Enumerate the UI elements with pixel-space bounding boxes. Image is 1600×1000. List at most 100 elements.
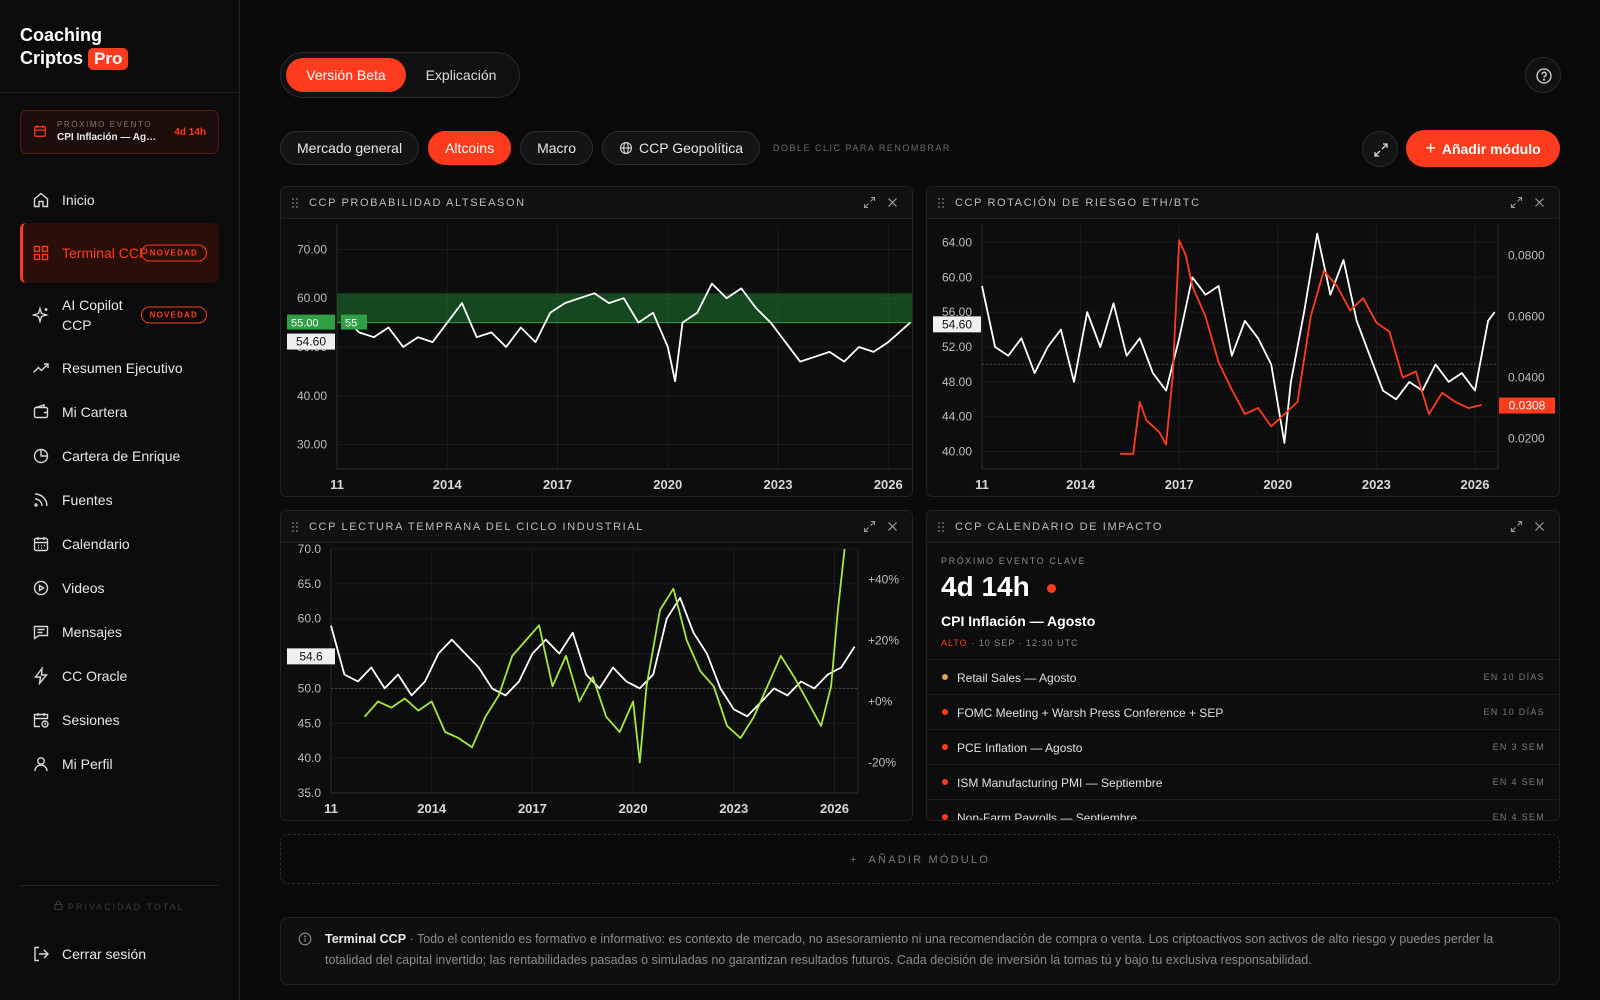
impact-event-row[interactable]: FOMC Meeting + Warsh Press Conference + … [927, 694, 1559, 729]
rename-hint: DOBLE CLIC PARA RENOMBRAR [773, 143, 951, 153]
sidebar-item-inicio[interactable]: Inicio [20, 178, 219, 222]
close-icon[interactable] [886, 520, 899, 533]
drag-handle-icon[interactable] [291, 521, 299, 533]
impact-meta: ALTO · 10 SEP · 12:30 UTC [941, 638, 1079, 648]
close-icon[interactable] [1533, 196, 1546, 209]
brand-line2: Criptos [20, 48, 83, 68]
tab-macro[interactable]: Macro [520, 131, 593, 165]
y-tick-label: 64.00 [942, 235, 972, 249]
disclaimer-text: · Todo el contenido es formativo e infor… [325, 932, 1494, 967]
y2-tick-label: 0.0600 [1508, 310, 1545, 324]
tab-mercado-general[interactable]: Mercado general [280, 131, 420, 165]
series-line [1120, 239, 1482, 455]
altseason-chart: 30.0040.0050.0060.0070.00112014201720202… [287, 225, 912, 492]
impact-event-name: CPI Inflación — Agosto [941, 613, 1096, 629]
sidebar-item-mi-cartera[interactable]: Mi Cartera [20, 390, 219, 434]
tab-ccp-geopolitica[interactable]: CCP Geopolítica [602, 131, 761, 165]
current-value-tag [287, 648, 335, 665]
sidebar-item-resumen[interactable]: Resumen Ejecutivo [20, 346, 219, 390]
help-button[interactable] [1525, 57, 1561, 93]
sidebar-item-terminal-ccp[interactable]: Terminal CCP NOVEDAD [20, 223, 219, 283]
impact-row-name: PCE Inflation — Agosto [957, 741, 1083, 755]
drag-handle-icon[interactable] [937, 197, 945, 209]
current-value-label: 54.60 [296, 335, 326, 349]
add-module-dropzone[interactable]: + AÑADIR MÓDULO [280, 834, 1560, 884]
impact-event-row[interactable]: ISM Manufacturing PMI — Septiembre EN 4 S… [927, 764, 1559, 799]
panel-header[interactable]: CCP CALENDARIO DE IMPACTO [927, 511, 1559, 543]
sidebar-item-fuentes[interactable]: Fuentes [20, 478, 219, 522]
sidebar-item-ai-copilot[interactable]: AI Copilot CCP NOVEDAD [20, 284, 219, 346]
pie-icon [33, 448, 49, 464]
x-tick-label: 2014 [417, 801, 447, 816]
tab-label: CCP Geopolítica [639, 140, 744, 156]
version-beta-button[interactable]: Versión Beta [286, 58, 406, 92]
sidebar-item-label: AI Copilot CCP [62, 297, 123, 333]
drag-handle-icon[interactable] [291, 197, 299, 209]
x-tick-label: 2023 [719, 801, 748, 816]
sidebar-item-label: Calendario [62, 536, 130, 552]
close-icon[interactable] [886, 196, 899, 209]
logout-icon [34, 946, 49, 962]
logout-label: Cerrar sesión [62, 946, 147, 962]
sidebar-bottom-divider [20, 885, 219, 886]
impact-row-when: EN 4 SEM [1492, 777, 1545, 787]
impact-dot [942, 709, 948, 715]
panel-title: CCP LECTURA TEMPRANA DEL CICLO INDUSTRIA… [309, 521, 644, 533]
sidebar-item-mensajes[interactable]: Mensajes [20, 610, 219, 654]
version-toggle: Versión Beta Explicación [280, 52, 520, 98]
sidebar-item-videos[interactable]: Videos [20, 566, 219, 610]
sidebar-item-sesiones[interactable]: Sesiones [20, 698, 219, 742]
impact-row-when: EN 10 DÍAS [1483, 707, 1545, 717]
close-icon[interactable] [1533, 520, 1546, 533]
sidebar-item-mi-perfil[interactable]: Mi Perfil [20, 742, 219, 786]
x-tick-label: 2014 [1066, 477, 1096, 492]
sidebar: Coaching Criptos Pro PRÓXIMO EVENTO CPI … [0, 0, 240, 1000]
impact-row-name: ISM Manufacturing PMI — Septiembre [957, 776, 1163, 790]
y-tick-label: 48.00 [942, 375, 972, 389]
new-badge: NOVEDAD [140, 244, 207, 262]
impact-row-when: EN 10 DÍAS [1483, 672, 1545, 682]
home-icon [33, 192, 49, 208]
brand-logo[interactable]: Coaching Criptos Pro [20, 24, 129, 70]
y-tick-label: 70.00 [297, 242, 327, 256]
y-tick-label: 30.00 [297, 438, 327, 452]
industrial-cycle-chart: 35.040.045.050.055.060.065.070.0-20%+0%+… [287, 543, 899, 816]
expand-icon[interactable] [863, 196, 876, 209]
x-tick-label: 2026 [874, 477, 903, 492]
drag-handle-icon[interactable] [937, 521, 945, 533]
next-event-card[interactable]: PRÓXIMO EVENTO CPI Inflación — Agosto 4d… [20, 110, 219, 154]
add-module-button[interactable]: + Añadir módulo [1406, 130, 1560, 167]
tab-altcoins[interactable]: Altcoins [428, 131, 512, 165]
y-tick-label: 70.0 [298, 543, 322, 556]
grid-icon [33, 245, 49, 261]
trend-icon [33, 363, 49, 373]
y2-tick-label: 0.0200 [1508, 432, 1545, 446]
fullscreen-button[interactable] [1362, 131, 1398, 167]
sidebar-item-cartera-enrique[interactable]: Cartera de Enrique [20, 434, 219, 478]
sidebar-nav: Inicio Terminal CCP NOVEDAD AI Copilot C… [20, 178, 219, 786]
impact-event-list: Retail Sales — Agosto EN 10 DÍAS FOMC Mee… [927, 659, 1559, 820]
sidebar-item-cc-oracle[interactable]: CC Oracle [20, 654, 219, 698]
sidebar-item-calendario[interactable]: Calendario [20, 522, 219, 566]
panel-header[interactable]: CCP ROTACIÓN DE RIESGO ETH/BTC [927, 187, 1559, 219]
lock-icon [54, 900, 63, 910]
sidebar-item-label: Videos [62, 580, 105, 596]
expand-icon[interactable] [1510, 196, 1523, 209]
impact-dot [942, 744, 948, 750]
panel-header[interactable]: CCP LECTURA TEMPRANA DEL CICLO INDUSTRIA… [281, 511, 912, 543]
impact-event-row[interactable]: PCE Inflation — Agosto EN 3 SEM [927, 729, 1559, 764]
panel-header[interactable]: CCP PROBABILIDAD ALTSEASON [281, 187, 912, 219]
help-icon [1536, 68, 1552, 84]
expand-icon[interactable] [863, 520, 876, 533]
user-icon [34, 757, 48, 772]
dashboard-tabs: Mercado general Altcoins Macro CCP Geopo… [280, 131, 951, 165]
impact-event-row[interactable]: Retail Sales — Agosto EN 10 DÍAS [927, 659, 1559, 694]
expand-icon[interactable] [1510, 520, 1523, 533]
privacy-label: PRIVACIDAD TOTAL [20, 900, 219, 912]
explanation-button[interactable]: Explicación [425, 67, 497, 83]
impact-event-row[interactable]: Non-Farm Payrolls — Septiembre EN 4 SEM [927, 799, 1559, 820]
series-line [981, 232, 1496, 444]
logout-button[interactable]: Cerrar sesión [32, 945, 146, 963]
threshold-value-tag [287, 314, 335, 330]
x-tick-label: 2017 [1165, 477, 1194, 492]
